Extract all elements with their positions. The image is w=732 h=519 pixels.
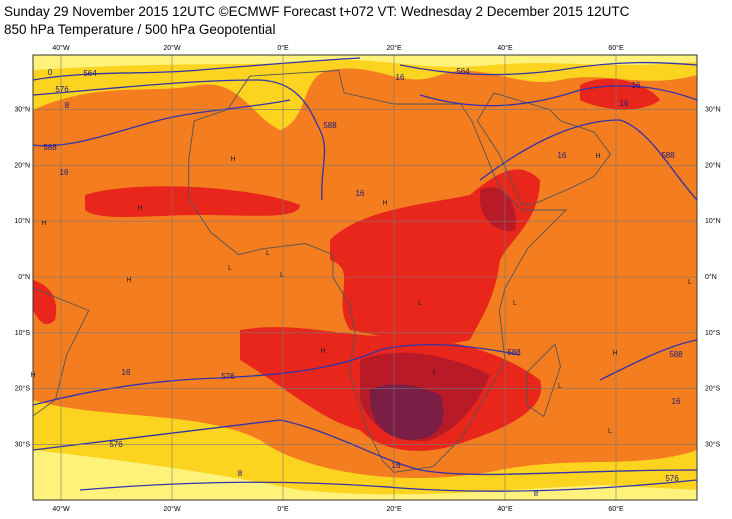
- contour-label: 8: [238, 469, 243, 478]
- contour-label: 0: [48, 68, 53, 77]
- lon-label: 20°W: [163, 505, 181, 513]
- lat-label: 0°N: [705, 273, 717, 281]
- lon-label: 60°E: [608, 44, 624, 52]
- lon-label: 20°W: [163, 44, 181, 52]
- pressure-mark: H: [126, 277, 131, 284]
- lon-label: 40°E: [497, 44, 513, 52]
- pressure-mark: L: [688, 279, 692, 286]
- contour-label: 16: [558, 151, 567, 160]
- contour-label: 576: [665, 474, 679, 483]
- lat-label: 10°S: [15, 329, 31, 337]
- title: Sunday 29 November 2015 12UTC ©ECMWF For…: [4, 4, 630, 19]
- pressure-mark: H: [382, 200, 387, 207]
- lon-label: 60°E: [608, 505, 624, 513]
- lat-label: 10°S: [705, 329, 721, 337]
- pressure-mark: L: [608, 428, 612, 435]
- pressure-mark: H: [137, 205, 142, 212]
- lon-label: 40°W: [52, 505, 70, 513]
- contour-label: 576: [109, 440, 123, 449]
- africa: [188, 70, 568, 473]
- contour-label: 588: [43, 143, 57, 152]
- contour-label: 588: [669, 350, 683, 359]
- contour-label: 16: [60, 168, 69, 177]
- lon-label: 20°E: [386, 44, 402, 52]
- pressure-mark: H: [230, 156, 235, 163]
- contour-label: 576: [55, 85, 69, 94]
- lat-label: 20°S: [15, 385, 31, 393]
- contour-label: 588: [661, 151, 675, 160]
- pressure-mark: L: [558, 383, 562, 390]
- lon-label: 40°E: [497, 505, 513, 513]
- lat-label: 10°N: [705, 217, 721, 225]
- lat-label: 20°S: [705, 385, 721, 393]
- subtitle: 850 hPa Temperature / 500 hPa Geopotenti…: [4, 22, 276, 37]
- contour-label: 16: [122, 368, 131, 377]
- lon-label: 40°W: [52, 44, 70, 52]
- lat-label: 20°N: [705, 161, 721, 169]
- contour-label: 588: [507, 348, 521, 357]
- contour-label: 16: [356, 189, 365, 198]
- map-frame: [32, 54, 698, 501]
- madagascar: [526, 343, 561, 418]
- pressure-mark: L: [513, 300, 517, 307]
- contour-label: 8: [65, 101, 70, 110]
- contour-label: 16: [620, 99, 629, 108]
- contour-label: 588: [323, 121, 337, 130]
- graticule: 40°W 40°W 20°W 20°W 0°E 0°E 20°E 20°E 40°E 40°E 60…: [14, 44, 720, 513]
- lon-label: 20°E: [386, 505, 402, 513]
- contour-label: 16: [632, 81, 641, 90]
- lat-label: 30°N: [14, 106, 30, 114]
- lat-label: 20°N: [14, 161, 30, 169]
- pressure-mark: H: [320, 348, 325, 355]
- contour-label: 576: [221, 372, 235, 381]
- contour-label: 564: [83, 69, 97, 78]
- pressure-mark: H: [595, 153, 600, 160]
- lon-label: 0°E: [277, 505, 289, 513]
- contour-label: 16: [672, 397, 681, 406]
- pressure-mark: H: [41, 220, 46, 227]
- contour-label: 16: [396, 73, 405, 82]
- south-america: [33, 287, 90, 417]
- contour-label: 564: [456, 67, 470, 76]
- pressure-mark: L: [280, 272, 284, 279]
- lat-label: 30°S: [15, 440, 31, 448]
- pressure-mark: L: [433, 369, 437, 376]
- pressure-mark: H: [30, 372, 35, 379]
- pressure-mark: L: [418, 300, 422, 307]
- pressure-mark: L: [228, 265, 232, 272]
- lat-label: 30°N: [705, 106, 721, 114]
- contour-label: 8: [534, 489, 539, 498]
- lon-label: 0°E: [277, 44, 289, 52]
- pressure-mark: L: [266, 250, 270, 257]
- lat-label: 0°N: [18, 273, 30, 281]
- pressure-mark: H: [612, 350, 617, 357]
- lat-label: 10°N: [14, 217, 30, 225]
- contour-label: 16: [392, 461, 401, 470]
- geopotential-contours: [33, 57, 697, 492]
- lat-label: 30°S: [705, 440, 721, 448]
